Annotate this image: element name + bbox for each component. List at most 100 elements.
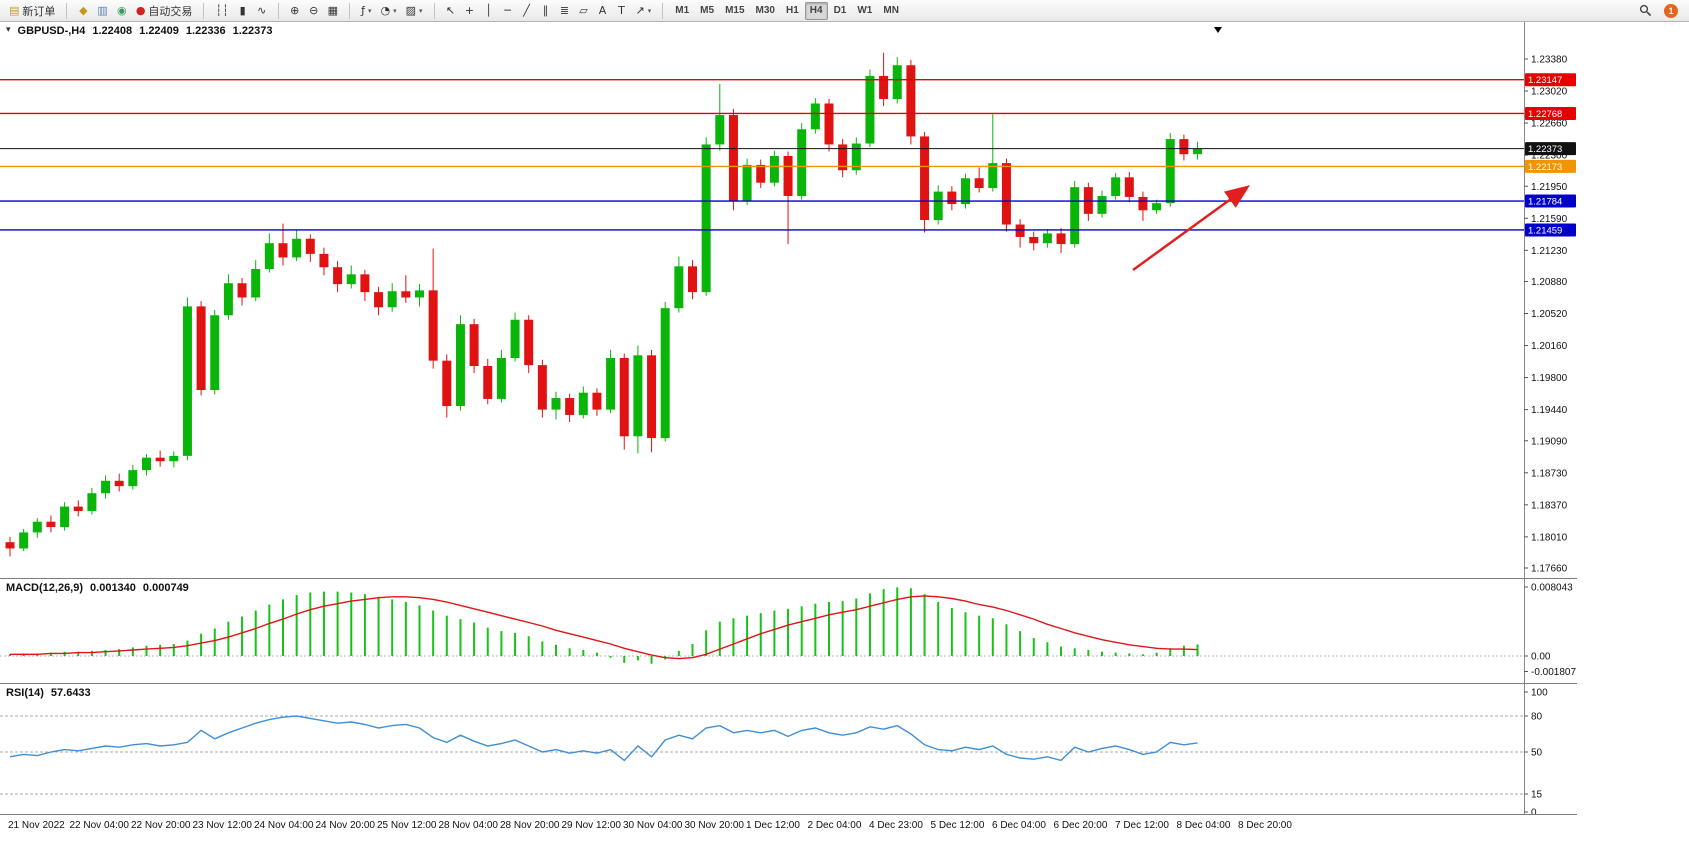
rsi-axis[interactable]: 100 80 50 15 0 <box>1524 684 1548 814</box>
timeframe-m5[interactable]: M5 <box>695 2 719 20</box>
timeframe-m30[interactable]: M30 <box>751 2 780 20</box>
cursor-icon[interactable]: ↖ <box>442 2 460 20</box>
rsi-canvas[interactable]: 100 80 50 15 0 <box>0 684 1577 814</box>
candle-body <box>715 115 725 145</box>
candle-body <box>251 269 261 298</box>
candle-body <box>647 355 657 439</box>
candle-body <box>674 266 684 309</box>
horizontal-line-icon[interactable]: ─ <box>499 2 517 20</box>
candle-body <box>278 243 288 258</box>
periods-icon[interactable]: ◔ ▾ <box>376 2 400 20</box>
price-tick-label: 1.21950 <box>1531 182 1568 193</box>
rsi-pane[interactable]: 100 80 50 15 0 RSI(14) 57.6433 <box>0 683 1577 814</box>
candle-body <box>32 521 42 533</box>
scroll-marker-icon[interactable] <box>1214 27 1222 33</box>
candle-body <box>210 315 220 391</box>
candle-body <box>660 308 670 439</box>
crosshair-icon[interactable]: + <box>461 2 479 20</box>
time-tick-label: 2 Dec 04:00 <box>807 820 862 831</box>
toolbar-separator <box>277 2 279 19</box>
indicators-icon[interactable]: ƒ ▾ <box>357 2 375 20</box>
market-watch-icon[interactable]: ◆ <box>74 2 92 20</box>
rsi-label: RSI(14) 57.6433 <box>6 687 91 699</box>
candle-body <box>892 65 902 100</box>
candle-body <box>319 253 329 268</box>
trendline-icon[interactable]: ╱ <box>518 2 536 20</box>
navigator-icon[interactable]: ◉ <box>113 2 131 20</box>
vertical-line-icon[interactable]: │ <box>480 2 498 20</box>
price-tick-label: 1.18010 <box>1531 532 1568 543</box>
rsi-line <box>9 715 1198 762</box>
line-chart-icon: ∿ <box>257 4 267 17</box>
price-tick-label: 1.21230 <box>1531 246 1568 257</box>
candle-body <box>264 243 274 270</box>
candle-body <box>155 457 165 462</box>
tile-windows-icon[interactable]: ▦ <box>324 2 342 20</box>
timeframe-m15[interactable]: M15 <box>720 2 749 20</box>
label-icon[interactable]: T <box>613 2 631 20</box>
timeframe-d1[interactable]: D1 <box>829 2 852 20</box>
timeframe-h1[interactable]: H1 <box>781 2 804 20</box>
macd-tick-label: -0.001807 <box>1531 667 1576 678</box>
macd-pane[interactable]: 0.008043 0.00 -0.001807 MACD(12,26,9) 0.00… <box>0 578 1577 683</box>
timeframe-m1[interactable]: M1 <box>670 2 694 20</box>
arrows-icon: ↗ <box>635 4 645 17</box>
notification-badge[interactable]: 1 <box>1664 3 1678 18</box>
trend-arrow[interactable] <box>1132 185 1251 272</box>
price-badges: 1.23147 1.22768 1.22373 1.22173 1.21784 1.214… <box>1525 73 1576 237</box>
new-order-button[interactable]: ▤ 新订单 <box>5 2 59 20</box>
price-tick-label: 1.22660 <box>1531 119 1568 130</box>
fibonacci-icon[interactable]: ≣ <box>556 2 574 20</box>
price-badge <box>1525 223 1576 237</box>
candle-body <box>114 480 124 487</box>
zoom-out-icon[interactable]: ⊖ <box>305 2 323 20</box>
time-tick-label: 24 Nov 04:00 <box>254 820 314 831</box>
candle-body <box>879 75 889 100</box>
tile-windows-icon: ▦ <box>327 4 339 17</box>
autotrading-button[interactable]: ● 自动交易 <box>132 2 197 20</box>
rsi-tick-label: 50 <box>1531 748 1543 759</box>
candle-body <box>1029 236 1039 244</box>
candle-body <box>442 360 452 407</box>
macd-canvas[interactable]: 0.008043 0.00 -0.001807 <box>0 579 1577 683</box>
timeframe-w1[interactable]: W1 <box>852 2 877 20</box>
bar-chart-icon[interactable]: ┆┆ <box>211 2 232 20</box>
timeframe-mn[interactable]: MN <box>878 2 904 20</box>
channel-icon[interactable]: ∥ <box>537 2 555 20</box>
search-button[interactable] <box>1635 2 1656 20</box>
price-axis[interactable]: 1.23380 1.23020 1.22660 1.22300 1.21950 1.215… <box>1524 22 1568 578</box>
data-window-icon[interactable]: ▥ <box>93 2 111 20</box>
chevron-down-icon: ▾ <box>419 6 423 15</box>
price-tick-label: 1.19440 <box>1531 405 1568 416</box>
candle-body <box>223 283 233 316</box>
candle-body <box>1165 139 1175 204</box>
zoom-in-icon[interactable]: ⊕ <box>286 2 304 20</box>
candle-body <box>961 178 970 205</box>
arrows-icon[interactable]: ↗ ▾ <box>632 2 656 20</box>
candle-body <box>1015 224 1025 237</box>
candlestick-series <box>5 52 1203 557</box>
timeframe-h4[interactable]: H4 <box>804 1 828 20</box>
candle-body <box>1111 177 1121 197</box>
candle-body <box>496 357 506 399</box>
time-axis[interactable]: 21 Nov 2022 22 Nov 04:00 22 Nov 20:00 23 No… <box>0 814 1577 840</box>
candle-body <box>1193 148 1203 155</box>
time-tick-label: 6 Dec 04:00 <box>992 820 1046 831</box>
text-icon[interactable]: A <box>594 2 612 20</box>
line-chart-icon[interactable]: ∿ <box>253 2 271 20</box>
candle-body <box>1138 196 1148 211</box>
candle-body <box>360 274 370 293</box>
candle-body <box>401 291 411 298</box>
time-tick-label: 5 Dec 12:00 <box>930 820 985 831</box>
candlestick-chart-icon[interactable]: ▮ <box>234 2 252 20</box>
templates-icon[interactable]: ▨ ▾ <box>402 2 427 20</box>
candle-body <box>810 103 820 130</box>
macd-axis[interactable]: 0.008043 0.00 -0.001807 <box>1524 579 1576 683</box>
candle-body <box>728 115 738 201</box>
price-pane[interactable]: 1.23380 1.23020 1.22660 1.22300 1.21950 1.215… <box>0 22 1577 578</box>
candle-body <box>292 238 302 258</box>
main-chart-canvas[interactable]: 1.23380 1.23020 1.22660 1.22300 1.21950 1.215… <box>0 22 1577 578</box>
shapes-icon[interactable]: ▱ <box>575 2 593 20</box>
candle-body <box>851 143 861 171</box>
